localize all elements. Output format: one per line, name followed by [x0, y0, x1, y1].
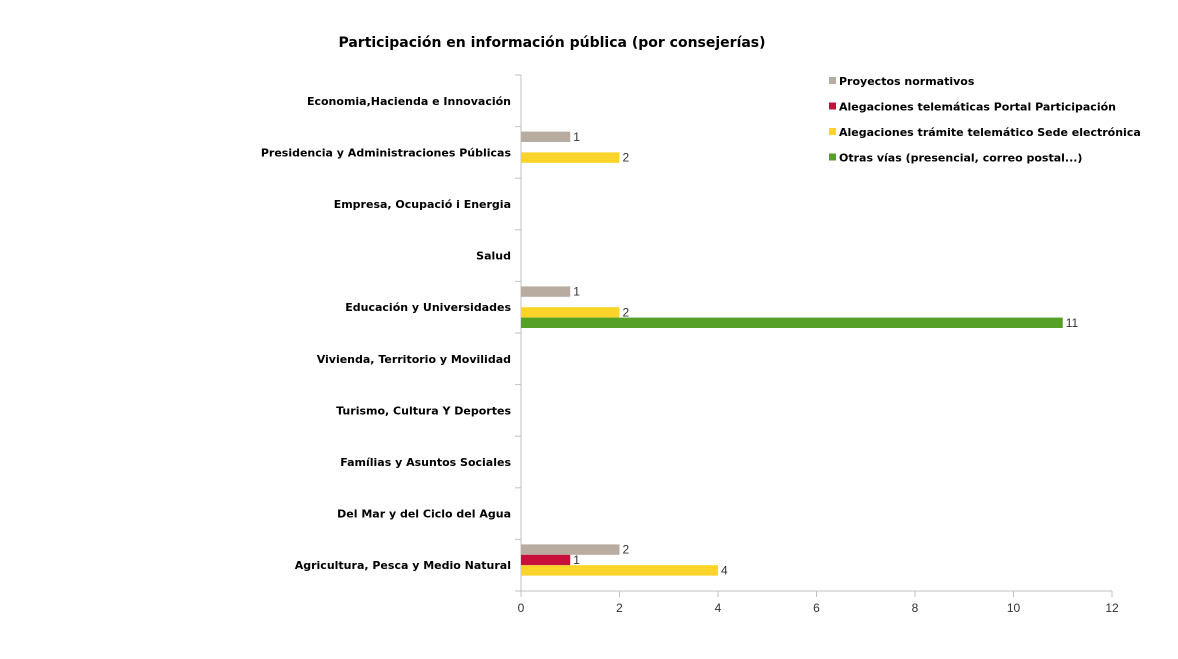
x-tick-label: 2: [616, 601, 623, 615]
legend-swatch: [829, 153, 836, 161]
chart-legend: Proyectos normativos Alegaciones telemáti…: [829, 75, 1141, 165]
legend-swatch: [829, 128, 836, 135]
category-label: Turismo, Cultura Y Deportes: [336, 404, 511, 417]
chart-bars: [521, 131, 1063, 576]
bar: [521, 286, 571, 297]
x-tick-label: 8: [912, 601, 919, 615]
bar: [521, 565, 718, 576]
bar: [521, 544, 620, 555]
x-tick-label: 12: [1105, 601, 1119, 615]
data-label: 1: [573, 130, 580, 144]
bar: [521, 307, 620, 318]
category-label: Empresa, Ocupació i Energia: [334, 198, 511, 211]
data-label: 4: [721, 563, 728, 577]
category-labels: Economia,Hacienda e Innovación Presidenci…: [261, 95, 512, 572]
x-tick-label: 0: [518, 601, 525, 615]
bar: [521, 152, 620, 163]
category-label: Presidencia y Administraciones Públicas: [261, 146, 512, 159]
data-label: 2: [623, 305, 630, 319]
x-tick-label: 4: [715, 601, 722, 615]
data-label: 11: [1066, 316, 1079, 330]
x-tick-label: 6: [813, 601, 820, 615]
bar: [521, 317, 1063, 328]
data-labels: 1 2 1 2 11 2 1 4: [573, 130, 1078, 578]
legend-entry: Otras vías (presencial, correo postal...…: [839, 152, 1082, 165]
category-label: Vivienda, Territorio y Movilidad: [317, 353, 511, 366]
category-label: Del Mar y del Ciclo del Agua: [337, 508, 511, 521]
data-label: 2: [623, 543, 630, 557]
bar: [521, 131, 571, 142]
data-label: 1: [573, 553, 580, 567]
data-label: 2: [623, 151, 630, 165]
data-label: 1: [573, 285, 580, 299]
category-label: Economia,Hacienda e Innovación: [307, 95, 511, 108]
legend-entry: Alegaciones trámite telemático Sede elec…: [839, 126, 1141, 139]
chart-title: Participación en información pública (po…: [338, 35, 765, 51]
category-label: Salud: [476, 250, 511, 263]
legend-entry: Proyectos normativos: [839, 75, 975, 88]
bar: [521, 554, 571, 566]
legend-swatch: [829, 77, 836, 84]
legend-swatch: [829, 102, 836, 110]
category-label: Educación y Universidades: [345, 301, 511, 314]
legend-entry: Alegaciones telemáticas Portal Participa…: [839, 101, 1116, 114]
category-label: Agricultura, Pesca y Medio Natural: [295, 559, 511, 572]
category-label: Famílias y Asuntos Sociales: [340, 456, 511, 469]
x-tick-label: 10: [1007, 601, 1021, 615]
x-axis-ticks: 0 2 4 6 8 10 12: [518, 591, 1119, 615]
